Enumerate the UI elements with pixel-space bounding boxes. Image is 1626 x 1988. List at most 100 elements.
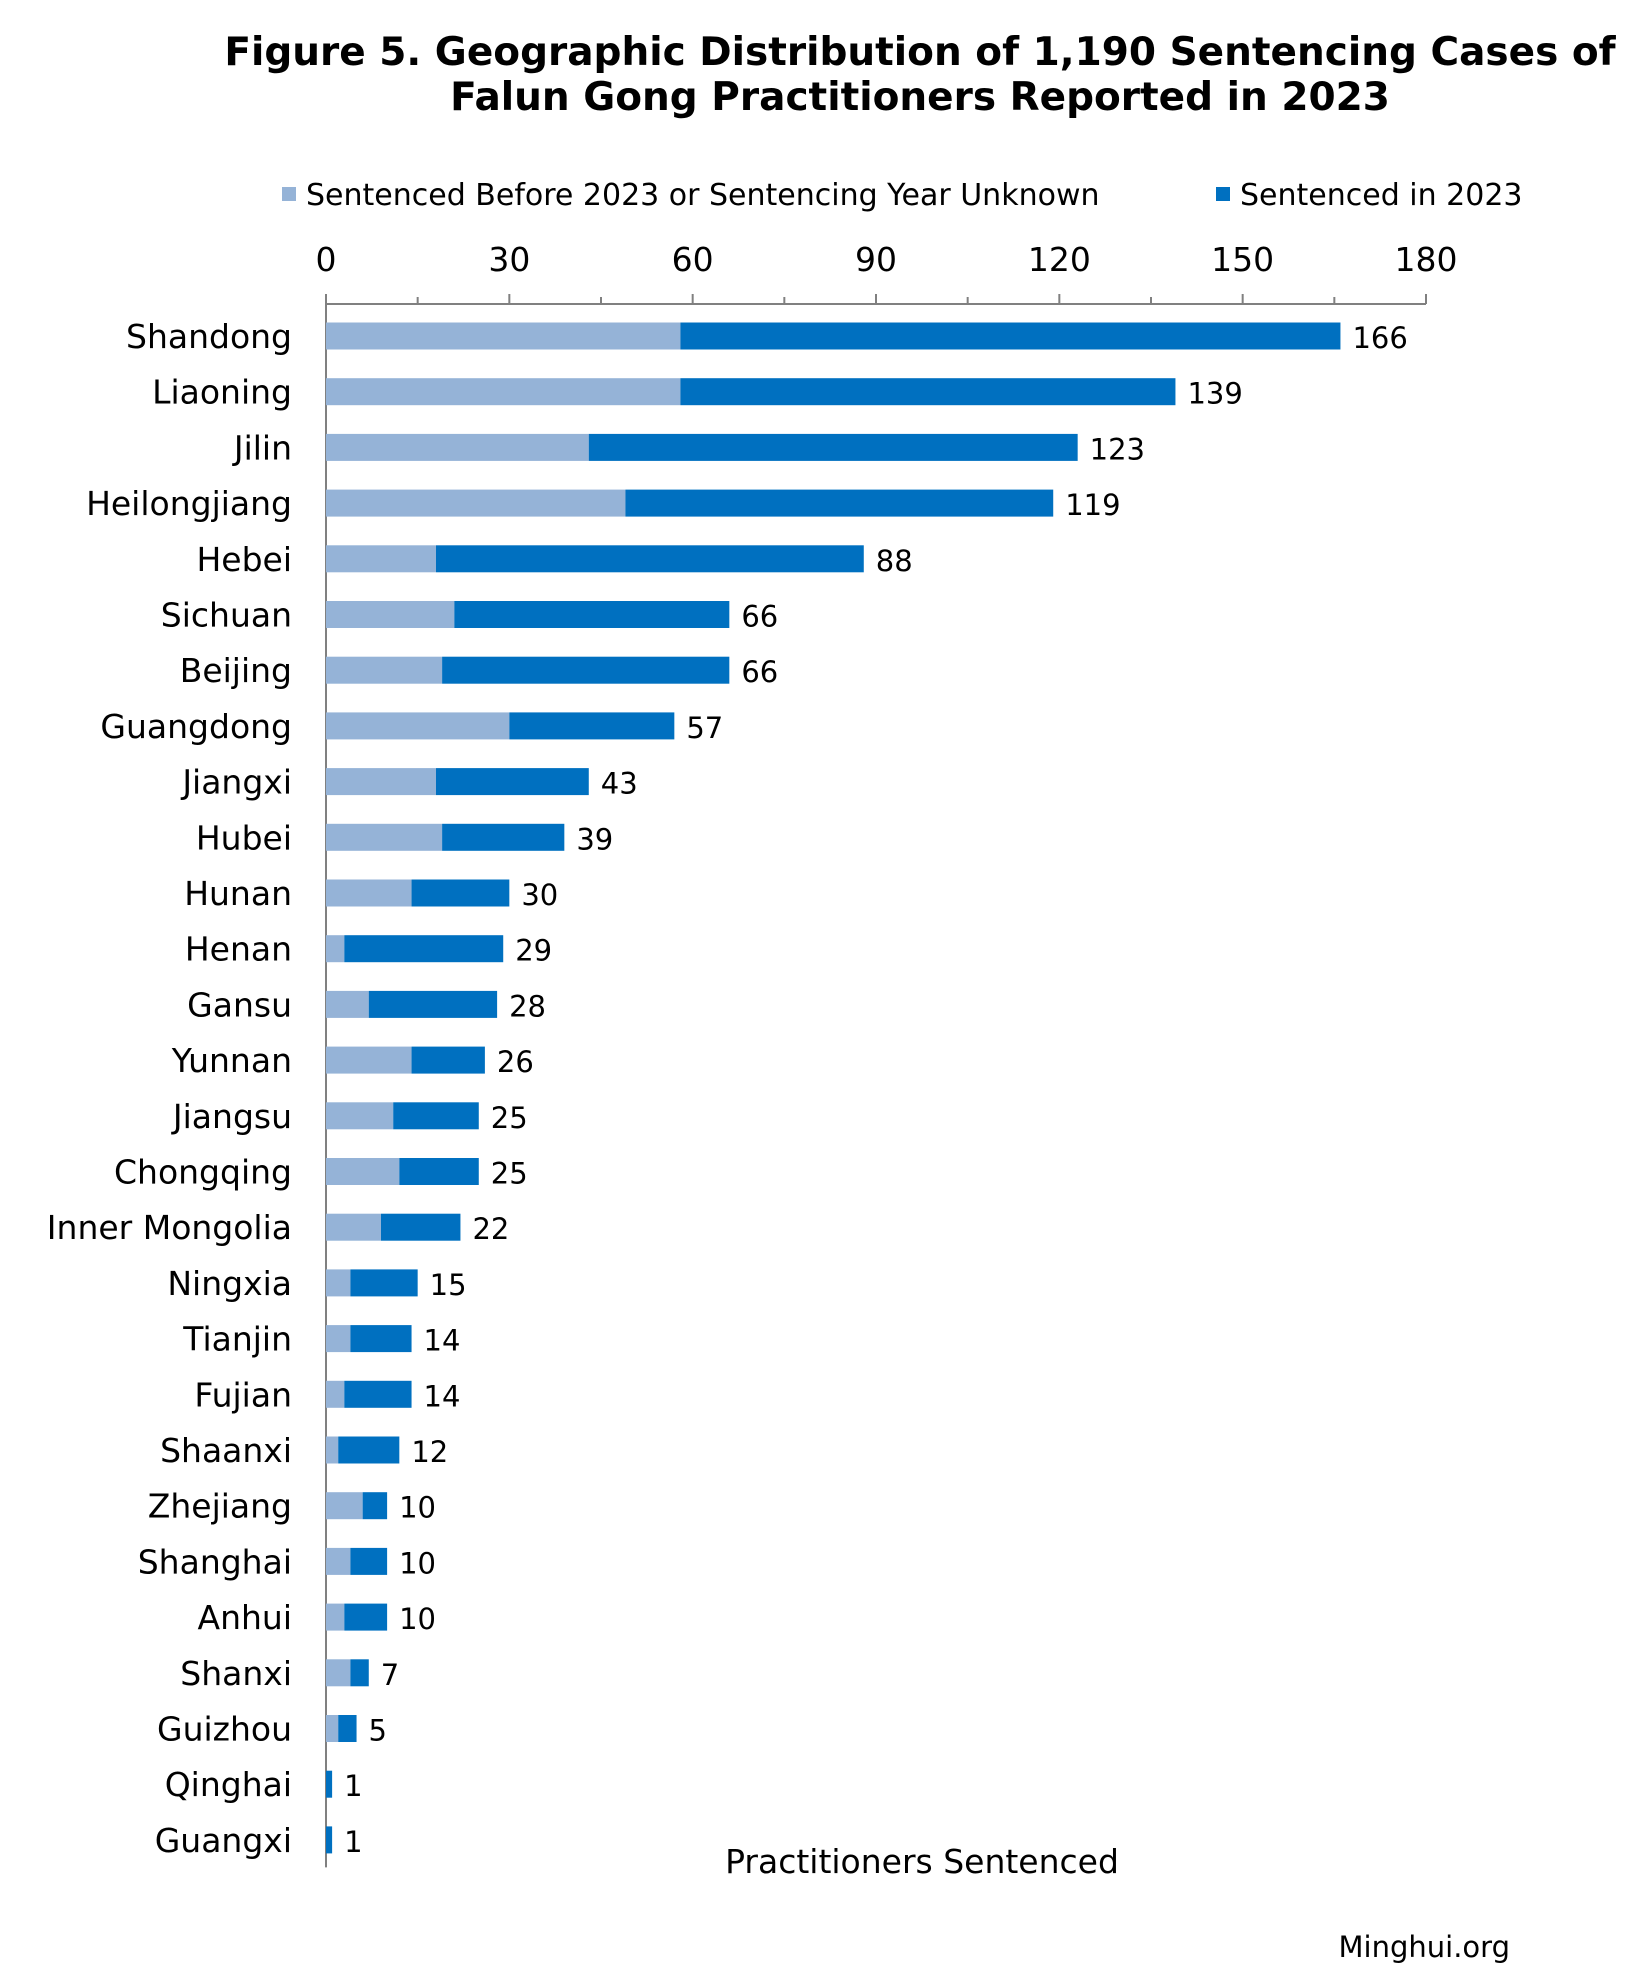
value-label: 1	[344, 1769, 362, 1803]
category-label: Yunnan	[171, 1041, 292, 1080]
value-label: 25	[491, 1101, 528, 1135]
bar-before-2023	[326, 489, 626, 517]
category-label: Hunan	[184, 874, 292, 913]
x-tick-label: 180	[1395, 240, 1458, 279]
category-label: Beijing	[180, 651, 292, 690]
category-label: Qinghai	[165, 1765, 292, 1804]
value-label: 10	[399, 1602, 436, 1636]
category-label: Liaoning	[152, 373, 292, 412]
bar-before-2023	[326, 656, 443, 684]
bar-before-2023	[326, 935, 345, 963]
value-label: 12	[411, 1435, 448, 1469]
value-label: 66	[741, 600, 778, 634]
bar-2023	[362, 1492, 388, 1520]
y-axis: Shandong Liaoning Jilin Heilongjiang Hebei Si…	[47, 304, 327, 1868]
bars	[326, 322, 1341, 1854]
bar-2023	[436, 545, 864, 573]
category-label: Shanghai	[138, 1542, 292, 1581]
value-label: 166	[1352, 321, 1407, 355]
x-axis: 0 30 60 90 120 150 180	[316, 240, 1458, 305]
value-label: 7	[381, 1658, 399, 1692]
bar-before-2023	[326, 1380, 345, 1408]
bar-before-2023	[326, 1213, 381, 1241]
bar-2023	[442, 656, 730, 684]
category-label: Jiangsu	[171, 1097, 292, 1136]
value-label: 88	[876, 544, 913, 578]
legend-label-before-2023: Sentenced Before 2023 or Sentencing Year…	[306, 178, 1100, 213]
legend-swatch-before-2023	[282, 187, 296, 201]
value-label: 25	[491, 1157, 528, 1191]
value-label: 10	[399, 1546, 436, 1580]
bar-before-2023	[326, 433, 589, 461]
value-label: 39	[576, 822, 613, 856]
category-label: Henan	[185, 930, 292, 969]
bar-before-2023	[326, 1046, 412, 1074]
value-label: 29	[515, 934, 552, 968]
bar-before-2023	[326, 1102, 394, 1130]
value-label: 10	[399, 1491, 436, 1525]
value-label: 1	[344, 1825, 362, 1859]
bar-2023	[411, 879, 510, 907]
bar-2023	[393, 1102, 479, 1130]
legend-label-2023: Sentenced in 2023	[1240, 178, 1523, 213]
bar-2023	[338, 1715, 357, 1742]
category-label: Gansu	[187, 985, 292, 1024]
x-tick-label: 90	[855, 240, 897, 279]
bar-before-2023	[326, 1158, 400, 1185]
bar-before-2023	[326, 879, 412, 907]
bar-before-2023	[326, 545, 436, 573]
bar-2023	[350, 1547, 388, 1575]
bar-before-2023	[326, 601, 455, 628]
category-label: Sichuan	[161, 596, 292, 635]
bar-2023	[509, 712, 675, 740]
bar-before-2023	[326, 1603, 345, 1631]
bar-before-2023	[326, 1436, 339, 1464]
bar-before-2023	[326, 1492, 363, 1520]
bar-2023	[368, 990, 498, 1018]
category-label: Inner Mongolia	[47, 1208, 292, 1247]
category-label: Jiangxi	[180, 763, 292, 802]
legend-swatch-2023	[1216, 187, 1230, 201]
x-axis-title: Practitioners Sentenced	[725, 1842, 1119, 1881]
value-label: 5	[369, 1714, 387, 1748]
bar-2023	[350, 1659, 369, 1687]
bar-before-2023	[326, 768, 436, 796]
bar-before-2023	[326, 1269, 351, 1297]
bar-2023	[442, 823, 565, 851]
bar-2023	[625, 489, 1054, 517]
bar-2023	[436, 768, 589, 796]
bar-2023	[338, 1436, 400, 1464]
source-credit: Minghui.org	[1339, 1930, 1510, 1964]
category-label: Hubei	[196, 818, 292, 857]
bar-2023	[344, 1380, 412, 1408]
value-label: 22	[472, 1212, 509, 1246]
category-label: Ningxia	[167, 1264, 292, 1303]
value-label: 43	[601, 767, 638, 801]
category-label: Hebei	[196, 540, 292, 579]
category-label: Heilongjiang	[86, 484, 292, 523]
bar-before-2023	[326, 990, 369, 1018]
value-label: 14	[424, 1379, 461, 1413]
category-label: Jilin	[232, 428, 292, 467]
bar-2023	[381, 1213, 461, 1241]
category-label: Zhejiang	[148, 1487, 292, 1526]
value-label: 30	[521, 878, 558, 912]
bar-before-2023	[326, 712, 510, 740]
value-label: 15	[430, 1268, 467, 1302]
category-label: Fujian	[194, 1375, 292, 1414]
chart-title-line-2: Falun Gong Practitioners Reported in 202…	[450, 75, 1390, 120]
value-label: 26	[497, 1045, 534, 1079]
chart-title-line-1: Figure 5. Geographic Distribution of 1,1…	[224, 30, 1616, 75]
category-label: Anhui	[198, 1598, 293, 1637]
category-label: Guangdong	[100, 707, 292, 746]
x-tick-label: 30	[488, 240, 530, 279]
bar-2023	[680, 322, 1341, 350]
bar-before-2023	[326, 322, 681, 350]
category-label: Chongqing	[114, 1153, 292, 1192]
bar-before-2023	[326, 1547, 351, 1575]
value-label: 139	[1187, 377, 1242, 411]
bar-2023	[326, 1770, 333, 1798]
bar-before-2023	[326, 1715, 339, 1742]
bar-2023	[411, 1046, 485, 1074]
